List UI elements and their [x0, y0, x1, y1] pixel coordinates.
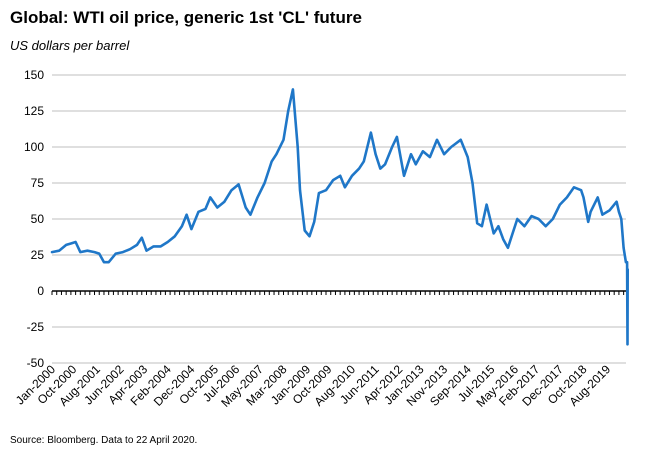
- chart-title: Global: WTI oil price, generic 1st 'CL' …: [10, 8, 362, 27]
- y-tick-label: -50: [27, 356, 45, 370]
- source-note: Source: Bloomberg. Data to 22 April 2020…: [10, 435, 198, 446]
- y-tick-label: 25: [31, 248, 45, 262]
- y-tick-label: 75: [31, 176, 45, 190]
- y-tick-label: 100: [24, 140, 44, 154]
- series-line: [50, 88, 629, 346]
- y-tick-label: 0: [37, 284, 44, 298]
- y-tick-label: 125: [24, 104, 44, 118]
- chart-subtitle: US dollars per barrel: [10, 38, 130, 53]
- y-tick-label: -25: [27, 320, 45, 334]
- y-tick-label: 50: [31, 212, 45, 226]
- y-tick-label: 150: [24, 68, 44, 82]
